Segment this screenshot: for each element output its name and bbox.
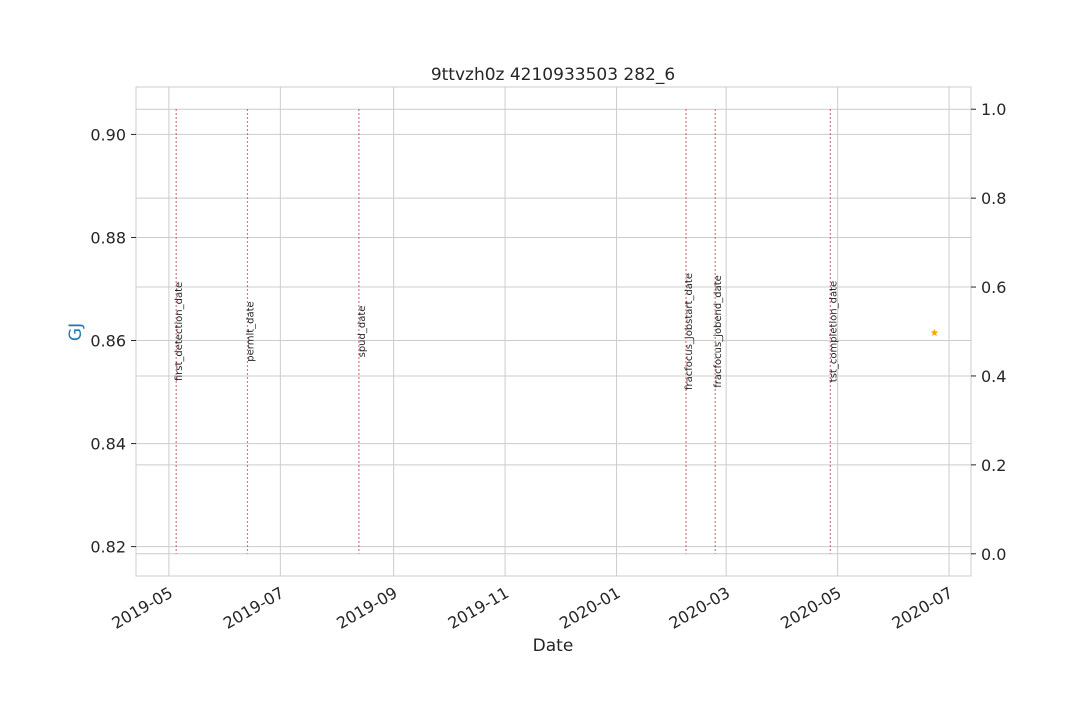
y2-tick-label: 0.8 [981,189,1006,208]
x-tick-label: 2019-09 [333,583,400,633]
event-label: spud_date [357,306,368,358]
y2-tick-label: 0.2 [981,456,1006,475]
y-tick-label: 0.86 [90,332,126,351]
y2-tick-label: 0.6 [981,278,1006,297]
y-axis-right: 0.0 0.2 0.4 0.6 0.8 1.0 [971,100,1006,564]
x-tick-label: 2020-05 [777,583,844,633]
y-axis-left: 0.82 0.84 0.86 0.88 0.90 [90,125,136,557]
x-tick-label: 2019-11 [445,583,512,633]
y-tick-label: 0.84 [90,435,126,454]
y-tick-label: 0.82 [90,538,126,557]
x-tick-label: 2020-01 [556,583,623,633]
event-label: tst_completion_date [828,281,839,382]
x-tick-label: 2020-07 [889,583,956,633]
y2-tick-label: 1.0 [981,100,1006,119]
x-tick-label: 2020-03 [666,583,733,633]
event-label: permit_date [245,301,256,361]
grid [136,87,971,576]
x-tick-label: 2019-07 [220,583,287,633]
data-point-star [930,328,939,337]
event-label: fracfocus_jobstart_date [684,273,695,390]
plot-area [136,87,971,576]
y-axis-label: GJ [66,323,86,341]
x-tick-label: 2019-05 [108,583,175,633]
data-points [930,328,939,337]
plot-frame [135,86,972,577]
event-lines: first_detection_date permit_date spud_date… [174,109,839,554]
event-label: first_detection_date [174,282,185,381]
y2-tick-label: 0.0 [981,545,1006,564]
x-axis-label: Date [533,636,574,656]
event-label: fracfocus_jobend_date [713,275,724,388]
y-tick-label: 0.88 [90,228,126,247]
chart-title: 9ttvzh0z 4210933503 282_6 [431,65,675,85]
y-tick-label: 0.90 [90,125,126,144]
y2-tick-label: 0.4 [981,367,1006,386]
x-axis: 2019-05 2019-07 2019-09 2019-11 2020-01 2020-… [108,583,956,633]
